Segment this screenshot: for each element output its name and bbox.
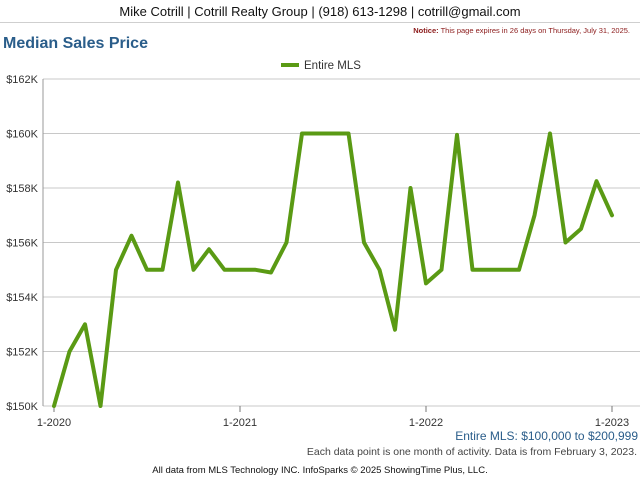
x-tick-label: 1-2022: [409, 417, 443, 429]
y-tick-label: $160K: [6, 129, 38, 141]
series-line-entire-mls: [52, 131, 614, 408]
data-point: [254, 268, 257, 272]
data-point: [564, 241, 567, 244]
data-point: [362, 241, 366, 244]
y-tick-label: $150K: [6, 401, 38, 413]
data-point: [595, 179, 598, 183]
data-point: [285, 241, 288, 244]
data-point: [548, 132, 552, 135]
data-point: [269, 270, 273, 274]
notice-label: Notice:: [413, 26, 439, 35]
data-point: [502, 268, 505, 272]
data-point: [145, 268, 149, 272]
data-point: [455, 133, 459, 137]
data-point: [52, 404, 56, 408]
data-point: [68, 350, 71, 353]
contact-text: Mike Cotrill | Cotrill Realty Group | (9…: [119, 3, 521, 19]
notice-text: This page expires in 26 days on Thursday…: [440, 26, 630, 35]
x-tick-label: 1-2021: [223, 417, 257, 429]
expiration-notice: Notice: This page expires in 26 days on …: [413, 26, 630, 35]
activity-note: Each data point is one month of activity…: [306, 446, 637, 458]
data-point: [378, 268, 381, 272]
data-point: [517, 268, 521, 272]
data-point: [207, 247, 211, 251]
data-point: [424, 281, 428, 285]
y-tick-label: $158K: [6, 183, 38, 195]
data-point: [238, 268, 242, 272]
data-point: [83, 322, 87, 326]
data-point: [347, 132, 350, 135]
data-point: [223, 268, 226, 272]
y-tick-label: $156K: [6, 238, 38, 250]
data-point: [176, 181, 180, 185]
data-point: [161, 268, 164, 272]
footer-credits: All data from MLS Technology INC. InfoSp…: [152, 465, 488, 476]
data-point: [130, 234, 133, 238]
data-point: [331, 132, 335, 135]
y-tick-label: $162K: [6, 74, 38, 86]
x-tick-label: 1-2023: [595, 417, 629, 429]
data-point: [316, 132, 319, 135]
data-point: [440, 268, 443, 272]
data-point: [192, 268, 195, 272]
data-point: [533, 213, 536, 217]
data-point: [114, 268, 118, 272]
y-tick-label: $152K: [6, 347, 38, 359]
contact-header: Mike Cotrill | Cotrill Realty Group | (9…: [0, 0, 640, 23]
legend-label: Entire MLS: [304, 60, 361, 72]
data-point: [486, 268, 490, 272]
data-point: [99, 404, 102, 408]
page-title: Median Sales Price: [3, 35, 148, 52]
data-point: [300, 132, 304, 135]
x-tick-label: 1-2020: [37, 417, 71, 429]
data-point: [610, 213, 614, 217]
data-point: [393, 328, 397, 332]
y-tick-label: $154K: [6, 292, 38, 304]
range-note: Entire MLS: $100,000 to $200,999: [455, 429, 638, 443]
data-point: [409, 186, 412, 190]
data-point: [579, 227, 583, 231]
data-point: [471, 268, 474, 272]
